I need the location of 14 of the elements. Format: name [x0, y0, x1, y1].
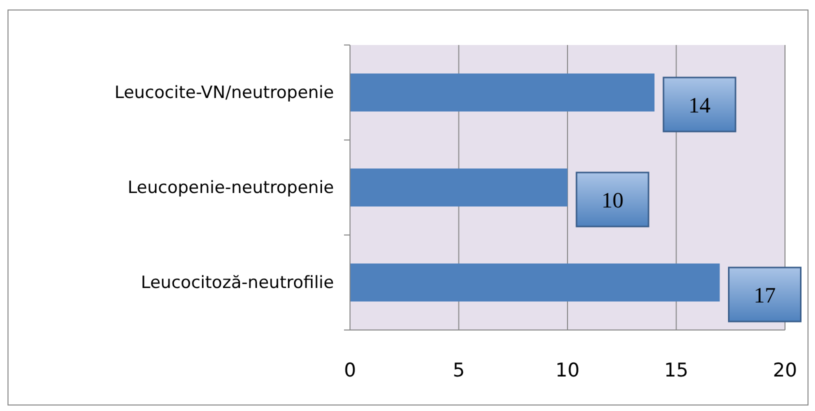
data-label: 10	[602, 188, 624, 212]
x-tick-label: 10	[555, 359, 580, 382]
bar	[350, 74, 654, 112]
x-tick-label: 15	[664, 359, 688, 382]
data-label: 14	[688, 92, 710, 118]
y-tick-label: Leucocitoză-neutrofilie	[140, 272, 334, 293]
y-tick-label: Leucopenie-neutropenie	[128, 178, 334, 198]
bar	[350, 264, 720, 302]
y-tick-label: Leucocite-VN/neutropenie	[114, 82, 334, 103]
x-tick-label: 0	[344, 359, 356, 382]
x-tick-label: 20	[772, 359, 798, 382]
bar	[350, 168, 568, 206]
x-tick-label: 5	[452, 359, 465, 382]
data-label: 17	[754, 282, 776, 308]
